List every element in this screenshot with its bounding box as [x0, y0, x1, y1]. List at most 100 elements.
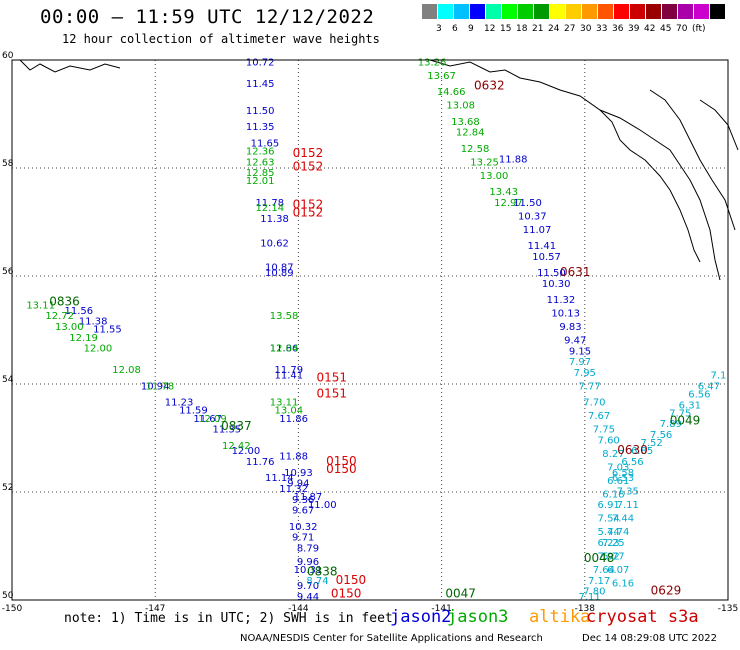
time-dark-value: 0630	[617, 443, 648, 457]
jason2-value: 9.70	[297, 581, 319, 592]
jason2-value: 11.41	[528, 241, 557, 252]
jason3-value: 14.66	[437, 87, 466, 98]
jason2-value: 11.78	[255, 198, 284, 209]
timestamp: Dec 14 08:29:08 UTC 2022	[582, 633, 717, 644]
jason3-value: 12.97	[494, 198, 523, 209]
sat-legend-jason2: jason2	[390, 607, 452, 627]
legend-swatch	[710, 4, 725, 19]
time-green-value: 0047	[445, 586, 476, 600]
jason2-value: 8.79	[297, 543, 319, 554]
jason2-value: 11.41	[275, 371, 304, 382]
jason2-value: 11.38	[260, 214, 289, 225]
jason3-value: 12.36	[246, 147, 275, 158]
altika-value: 7.95	[574, 368, 596, 379]
legend-label: 36	[612, 24, 624, 34]
jason2-value: 11.50	[246, 106, 275, 117]
altika-value: 6.47	[698, 381, 720, 392]
altika-value: 6.58	[612, 468, 634, 479]
altika-value: 7.89	[660, 419, 682, 430]
jason2-value: 10.57	[532, 252, 561, 263]
legend-label: (ft)	[692, 24, 706, 34]
cryosat-value: 0151	[317, 387, 348, 401]
sat-legend-jason3: jason3	[447, 607, 509, 627]
legend-swatch	[470, 4, 485, 19]
legend-swatch	[422, 4, 437, 19]
legend-label: 30	[580, 24, 592, 34]
altika-value: 7.1	[711, 371, 727, 382]
jason2-value: 11.50	[537, 268, 566, 279]
jason3-value: 12.72	[45, 311, 74, 322]
altika-value: 8.74	[306, 576, 328, 587]
lat-tick-label: 60	[2, 51, 14, 61]
altika-value: 8.27	[602, 449, 624, 460]
jason2-value: 11.45	[246, 79, 275, 90]
altika-value: 7.92	[598, 552, 620, 563]
jason2-value: 11.55	[93, 325, 122, 336]
altika-value: 7.75	[593, 425, 615, 436]
altika-value: 6.31	[679, 400, 701, 411]
lat-tick-label: 58	[2, 159, 14, 169]
jason2-value: 11.67	[193, 414, 222, 425]
jason3-value: 13.04	[275, 406, 304, 417]
jason3-value: 12.42	[222, 441, 251, 452]
cryosat-value: 0150	[326, 454, 357, 468]
legend-swatch	[582, 4, 597, 19]
jason3-value: 13.25	[470, 157, 499, 168]
legend-swatch	[454, 4, 469, 19]
legend-swatch	[486, 4, 501, 19]
jason3-value: 12.58	[461, 144, 490, 155]
lon-tick-label: -138	[575, 604, 596, 614]
legend-swatch	[438, 4, 453, 19]
jason2-value: 9.94	[287, 479, 309, 490]
legend-swatch	[598, 4, 613, 19]
axis-ticks: 50 52 54 56 58 60 -150 -147 -144 -141 -138 -135	[2, 51, 738, 614]
map-title: 00:00 – 11:59 UTC 12/12/2022	[40, 6, 375, 28]
sat-legend-altika: altika	[529, 607, 591, 627]
altika-value: 7.80	[583, 587, 605, 598]
jason3-value: 13.00	[55, 322, 84, 333]
altika-value: 7.60	[598, 435, 620, 446]
time-dark-value: 0631	[560, 265, 591, 279]
jason3-value: 12.09	[198, 414, 227, 425]
altika-value: 6.56	[621, 457, 643, 468]
altika-value: 7.52	[640, 438, 662, 449]
jason2-value: 11.35	[246, 122, 275, 133]
jason3-value: 12.63	[246, 157, 275, 168]
jason3-value: 13.67	[427, 71, 456, 82]
jason3-value: 13.26	[418, 57, 447, 68]
legend-label: 21	[532, 24, 544, 34]
jason2-value: 11.35	[212, 425, 241, 436]
legend-label: 24	[548, 24, 560, 34]
jason2-value: 10.13	[551, 309, 580, 320]
altika-value: 6.61	[607, 476, 629, 487]
jason2-value: 11.65	[251, 138, 280, 149]
jason3-value: 12.01	[246, 176, 275, 187]
cryosat-value: 0152	[293, 206, 324, 220]
legend-label: 9	[468, 24, 474, 34]
jason2-value: 9.83	[559, 322, 581, 333]
lat-tick-label: 52	[2, 483, 13, 493]
legend-swatch	[550, 4, 565, 19]
altika-value: 7.74	[607, 527, 629, 538]
jason2-value: 11.14	[265, 473, 294, 484]
altika-value: 7.67	[588, 411, 610, 422]
jason2-value: 10.62	[260, 238, 289, 249]
jason2-value: 9.15	[569, 346, 591, 357]
altika-value: 7.75	[669, 408, 691, 419]
jason2-value: 10.87	[265, 263, 294, 274]
map-subtitle: 12 hour collection of altimeter wave hei…	[62, 32, 380, 46]
footer-note: note: 1) Time is in UTC; 2) SWH is in fe…	[64, 611, 393, 626]
legend-label: 45	[660, 24, 672, 34]
altika-value: 7.70	[583, 398, 605, 409]
jason2-value: 10.89	[265, 268, 294, 279]
legend-swatch	[614, 4, 629, 19]
legend-swatch	[518, 4, 533, 19]
time-green-value: 0838	[307, 565, 338, 579]
altika-value: 6.85	[631, 446, 653, 457]
altika-value: 6.18	[602, 489, 624, 500]
jason2-value: 11.79	[275, 365, 304, 376]
jason2-value: 10.94	[141, 381, 170, 392]
jason2-value: 11.88	[499, 155, 528, 166]
legend-swatch	[678, 4, 693, 19]
